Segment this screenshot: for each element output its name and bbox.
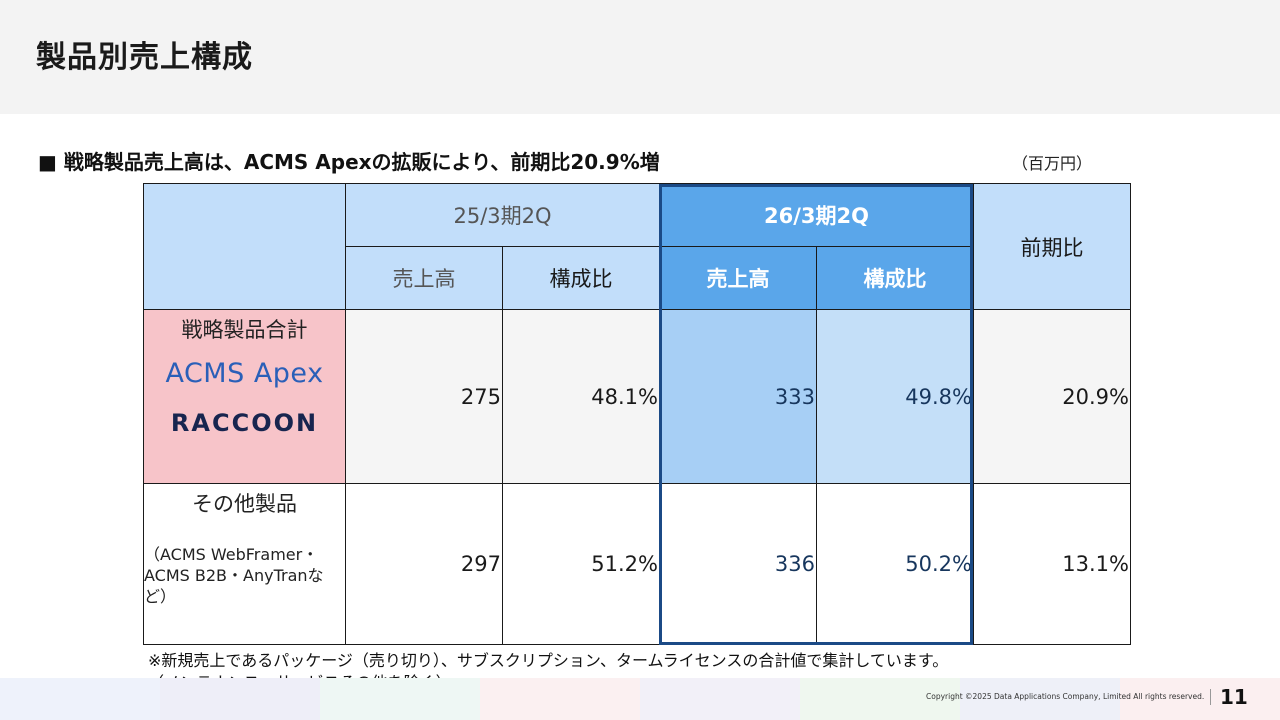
corner-cell bbox=[143, 183, 346, 310]
category-label: 戦略製品合計 bbox=[181, 318, 308, 342]
yoy-header: 前期比 bbox=[973, 183, 1131, 310]
page-title: 製品別売上構成 bbox=[36, 40, 253, 75]
prev-ratio-value: 48.1% bbox=[502, 309, 660, 484]
acms-apex-logo: ACMS Apex bbox=[165, 358, 324, 389]
raccoon-logo-text: RACCOON bbox=[170, 409, 319, 437]
sales-table: 25/3期2Q 26/3期2Q 前期比 売上高 構成比 売上高 構成比 戦略製品… bbox=[143, 183, 1131, 645]
category-label: その他製品 bbox=[192, 492, 297, 516]
unit-label: （百万円） bbox=[1012, 154, 1093, 173]
curr-ratio-value: 49.8% bbox=[816, 309, 974, 484]
category-other: その他製品 （ACMS WebFramer・ACMS B2B・AnyTranなど… bbox=[143, 483, 346, 645]
category-strategic: 戦略製品合計 ACMS Apex RACCOON bbox=[143, 309, 346, 484]
curr-sales-header: 売上高 bbox=[659, 246, 817, 310]
period-prev-header: 25/3期2Q bbox=[345, 183, 660, 247]
footnote-line-1: ※新規売上であるパッケージ（売り切り）、サブスクリプション、タームライセンスの合… bbox=[148, 651, 949, 670]
curr-sales-value: 333 bbox=[659, 309, 817, 484]
headline: ■ 戦略製品売上高は、ACMS Apexの拡販により、前期比20.9%増 bbox=[38, 150, 660, 174]
yoy-value: 13.1% bbox=[973, 483, 1131, 645]
prev-sales-value: 297 bbox=[345, 483, 503, 645]
footer-color-band bbox=[0, 678, 1280, 720]
table-row-other: その他製品 （ACMS WebFramer・ACMS B2B・AnyTranなど… bbox=[143, 483, 1131, 645]
raccoon-logo: RACCOON bbox=[144, 409, 345, 437]
curr-ratio-value: 50.2% bbox=[816, 483, 974, 645]
header-band: 製品別売上構成 bbox=[0, 0, 1280, 114]
prev-sales-header: 売上高 bbox=[345, 246, 503, 310]
page-number: 11 bbox=[1220, 685, 1248, 709]
footer-divider bbox=[1210, 689, 1211, 705]
yoy-value: 20.9% bbox=[973, 309, 1131, 484]
curr-sales-value: 336 bbox=[659, 483, 817, 645]
prev-ratio-header: 構成比 bbox=[502, 246, 660, 310]
copyright: Copyright ©2025 Data Applications Compan… bbox=[926, 692, 1205, 701]
category-note: （ACMS WebFramer・ACMS B2B・AnyTranなど） bbox=[144, 545, 324, 606]
prev-sales-value: 275 bbox=[345, 309, 503, 484]
header-row-1: 25/3期2Q 26/3期2Q 前期比 bbox=[143, 183, 1131, 310]
period-curr-header: 26/3期2Q bbox=[659, 183, 974, 247]
header-row-2: 売上高 構成比 売上高 構成比 bbox=[144, 246, 1131, 310]
prev-ratio-value: 51.2% bbox=[502, 483, 660, 645]
curr-ratio-header: 構成比 bbox=[816, 246, 974, 310]
table-row-strategic: 戦略製品合計 ACMS Apex RACCOON 275 48.1% 333 4… bbox=[143, 309, 1131, 484]
